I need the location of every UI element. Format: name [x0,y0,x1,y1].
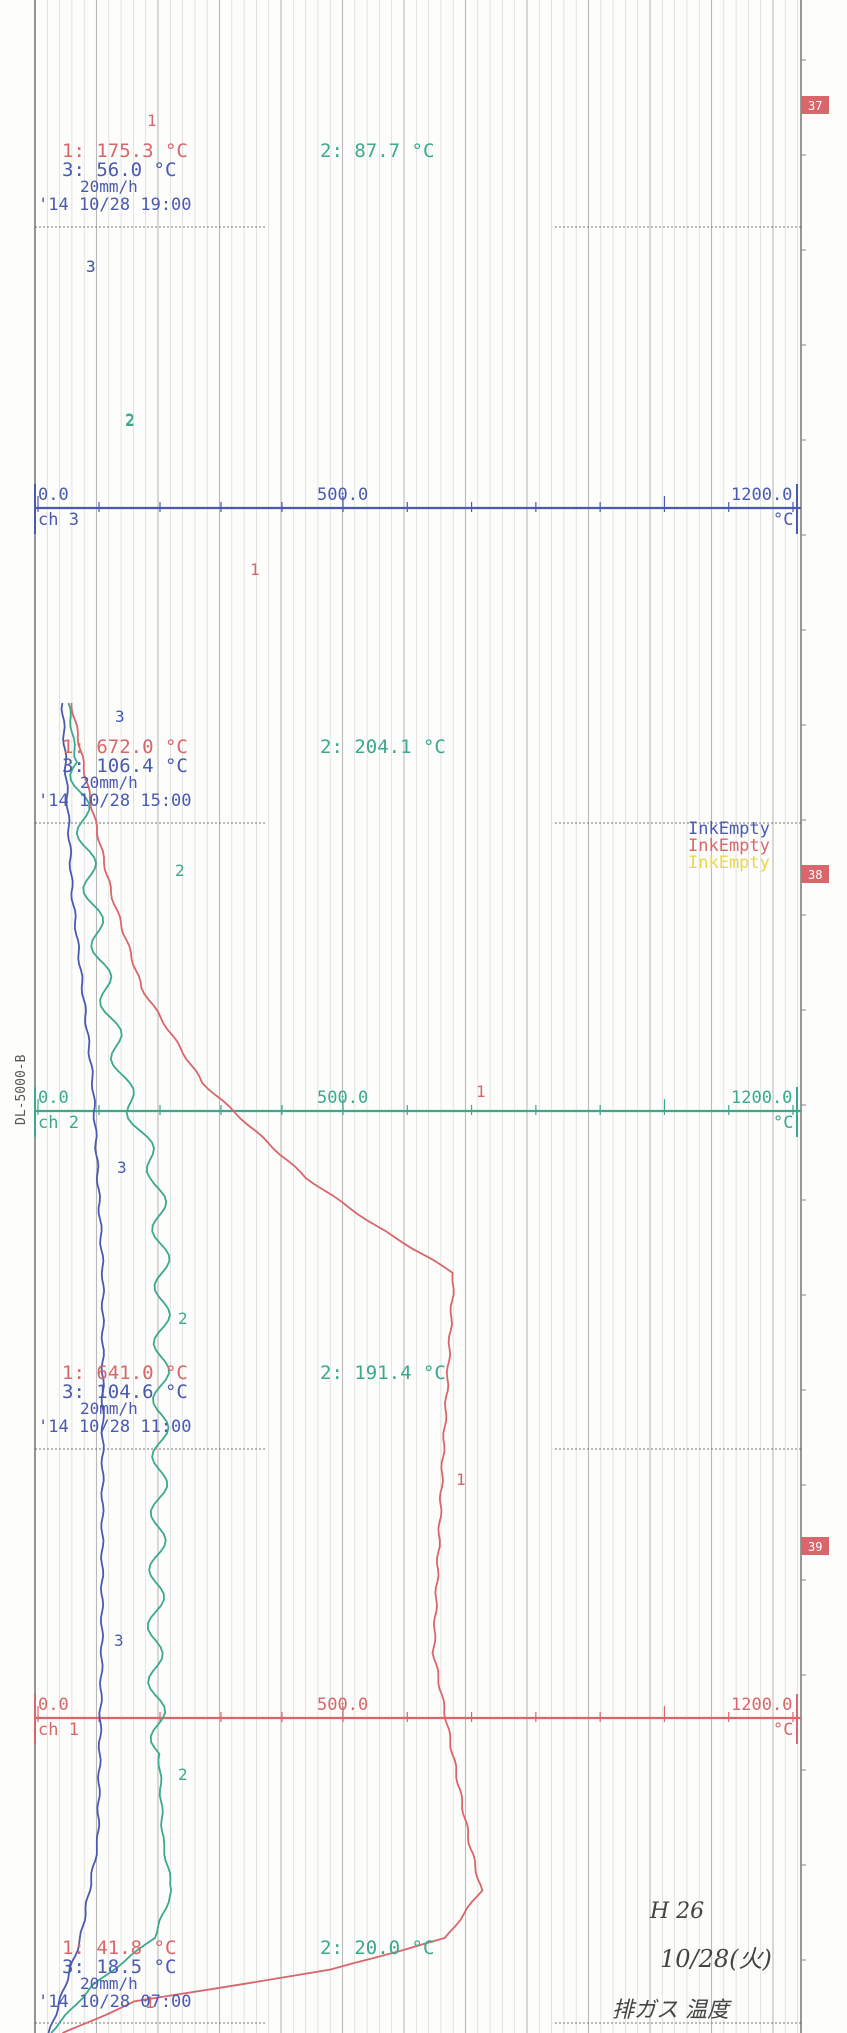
readout-ch3: 3: 18.5 °C [62,1956,176,1978]
page-number: 39 [808,1540,822,1554]
series-traces [47,702,484,2033]
page-number-tab [801,1537,829,1555]
series-1-label: 1 [145,1993,155,2012]
readout-ch1: 1: 41.8 °C [62,1937,176,1959]
readout-timestamp: '14 10/28 07:00 [38,1992,192,2012]
readout-block: 1: 41.8 °C3: 18.5 °C 2: 20.0 °C 20mm/h'14 … [38,1937,434,2012]
readout-speed: 20mm/h [80,1974,138,1993]
series-3-label: 3 [117,1158,127,1177]
readout-speed: 20mm/h [80,773,138,792]
series-3-trace [47,702,105,2033]
axis-unit-label: °C [773,1720,793,1740]
series-1-label: 1 [250,560,260,579]
readout-ch2: 2: 204.1 °C [320,736,446,758]
side-annotations: 373839InkEmptyInkEmptyInkEmptyDL-5000-BH… [14,96,829,2023]
readout-ch1: 1: 672.0 °C [62,736,188,758]
series-2-trace [50,702,172,2033]
axis-channel-label: ch 2 [38,1113,79,1133]
axis-min-label: 0.0 [38,485,69,505]
series-1-label: 1 [147,111,157,130]
readout-block: 1: 175.3 °C3: 56.0 °C 2: 87.7 °C 20mm/h'14… [38,140,434,215]
axis-max-label: 1200.0 [731,1088,792,1108]
ink-empty-warning: InkEmpty [688,853,770,873]
axis-mid-label: 500.0 [317,1695,368,1715]
page-number: 37 [808,99,822,113]
ink-empty-warning: InkEmpty [688,819,770,839]
axis-min-label: 0.0 [38,1695,69,1715]
page-number-tab [801,865,829,883]
axis-min-label: 0.0 [38,1088,69,1108]
chart-grid [34,0,801,2033]
page-number-tab [801,96,829,114]
handwritten-title: 排ガス 温度 [612,1998,732,2023]
axis-ch3: 0.0 500.0 1200.0 ch 3 °C [34,484,801,534]
readout-ch1: 1: 641.0 °C [62,1362,188,1384]
model-label: DL-5000-B [14,1054,29,1125]
series-2-label: 2 [175,861,185,880]
series-1-label: 1 [456,1470,466,1489]
readout-ch3: 3: 106.4 °C [62,755,188,777]
readout-timestamp: '14 10/28 11:00 [38,1417,192,1437]
series-1-label: 1 [476,1082,486,1101]
axis-max-label: 1200.0 [731,1695,792,1715]
axis-channel-label: ch 1 [38,1720,79,1740]
page-number: 38 [808,868,822,882]
series-2-label: 2 [125,411,135,430]
series-2-label: 2 [178,1765,188,1784]
axis-unit-label: °C [773,1113,793,1133]
readout-ch1: 1: 175.3 °C [62,140,188,162]
series-3-label: 3 [86,257,96,276]
readout-ch2: 2: 87.7 °C [320,140,434,162]
series-3-label: 3 [86,257,96,276]
series-2-label: 2 [178,1309,188,1328]
readout-speed: 20mm/h [80,1399,138,1418]
readout-timestamp: '14 10/28 19:00 [38,195,192,215]
readout-ch2: 2: 20.0 °C [320,1937,434,1959]
readout-block: 1: 641.0 °C3: 104.6 °C 2: 191.4 °C 20mm/h'… [38,1362,446,1437]
readout-speed: 20mm/h [80,177,138,196]
axis-ch2: 0.0 500.0 1200.0 ch 2 °C [34,1087,801,1137]
axis-mid-label: 500.0 [317,485,368,505]
axis-mid-label: 500.0 [317,1088,368,1108]
series-2-label: 2 [125,410,135,429]
series-1-trace [62,702,484,2033]
axis-max-label: 1200.0 [731,485,792,505]
readout-ch2: 2: 191.4 °C [320,1362,446,1384]
readout-blocks: 1: 41.8 °C3: 18.5 °C2: 20.0 °C20mm/h'14 … [38,140,446,2012]
handwritten-date: 10/28(火) [660,1945,772,1973]
readout-ch3: 3: 56.0 °C [62,159,176,181]
handwritten-year: H 26 [649,1899,704,1924]
readout-timestamp: '14 10/28 15:00 [38,791,192,811]
series-3-label: 3 [114,1631,124,1650]
axis-unit-label: °C [773,510,793,530]
series-3-label: 3 [115,707,125,726]
readout-ch3: 3: 104.6 °C [62,1381,188,1403]
ink-empty-warning: InkEmpty [688,836,770,856]
readout-block: 1: 672.0 °C3: 106.4 °C 2: 204.1 °C 20mm/h'… [38,736,446,811]
axis-channel-label: ch 3 [38,510,79,530]
